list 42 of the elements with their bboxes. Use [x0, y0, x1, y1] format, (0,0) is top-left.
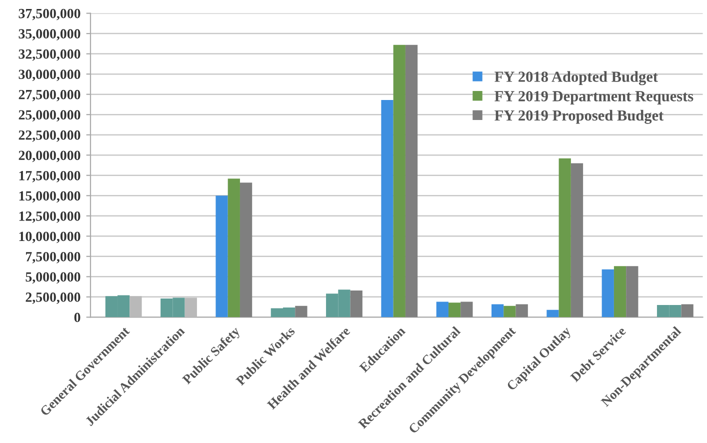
bar	[460, 302, 473, 318]
y-tick-label: 20,000,000	[18, 150, 80, 162]
y-tick-label: 22,500,000	[18, 130, 80, 142]
bar	[546, 310, 559, 318]
bar	[228, 178, 240, 318]
bar	[516, 304, 528, 318]
bar	[558, 158, 571, 318]
legend-label: FY 2019 Department Requests	[494, 91, 694, 104]
bar	[504, 306, 516, 318]
bar	[681, 304, 694, 318]
bar	[130, 296, 142, 318]
y-tick-label: 7,500,000	[26, 252, 80, 264]
legend-label: FY 2019 Proposed Budget	[494, 110, 664, 124]
bar	[381, 100, 394, 318]
bar	[393, 44, 406, 318]
y-tick-label: 5,000,000	[26, 272, 80, 284]
bar	[436, 302, 448, 318]
bar	[216, 196, 228, 318]
y-tick-label: 17,500,000	[19, 170, 80, 182]
bar	[184, 298, 197, 318]
bar	[448, 302, 461, 318]
y-tick-label: 10,000,000	[19, 232, 80, 244]
bar	[405, 44, 418, 318]
y-tick-label: 2,500,000	[26, 292, 80, 304]
bar	[350, 290, 362, 318]
y-tick-label: 30,000,000	[18, 70, 80, 82]
y-tick-label: 15,000,000	[19, 191, 80, 203]
y-tick-label: 0	[74, 312, 80, 322]
bar	[570, 163, 584, 318]
y-tick-label: 32,500,000	[18, 49, 80, 61]
y-tick-label: 35,000,000	[18, 29, 80, 41]
y-tick-label: 37,500,000	[18, 8, 80, 20]
bar	[492, 304, 504, 318]
bar	[240, 182, 252, 318]
bar	[295, 306, 308, 318]
y-tick-label: 27,500,000	[18, 90, 80, 102]
bar	[602, 269, 614, 318]
y-tick-label: 25,000,000	[18, 110, 80, 122]
bar	[614, 266, 626, 318]
legend-label: FY 2018 Adopted Budget	[494, 71, 658, 86]
bar	[626, 266, 638, 318]
y-tick-label: 12,500,000	[19, 211, 80, 223]
